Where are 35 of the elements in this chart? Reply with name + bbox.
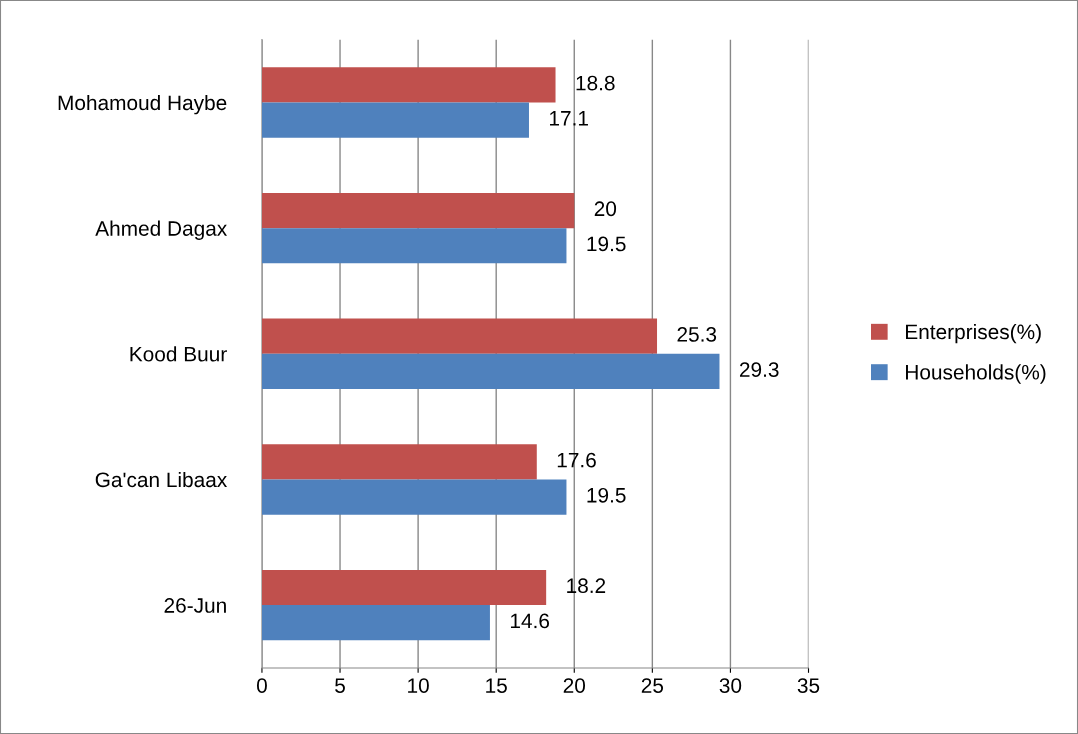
y-tick-label: Kood Buur	[130, 346, 227, 362]
x-tick-label: 15	[486, 678, 507, 693]
x-tick-label: 25	[641, 678, 664, 693]
x-tick-label: 30	[719, 678, 742, 693]
x-tick-label: 20	[563, 678, 586, 693]
data-label: 19.5	[587, 487, 626, 503]
data-label: 20	[594, 201, 617, 217]
x-tick-label: 10	[408, 678, 429, 693]
bar	[261, 102, 529, 138]
x-tick-label: 0	[256, 678, 267, 693]
y-tick-label: 26-Jun	[164, 598, 226, 613]
data-label: 14.6	[510, 613, 550, 629]
bar	[261, 605, 490, 641]
data-label: 25.3	[677, 327, 717, 342]
y-tick-label: Mohamoud Haybe	[58, 94, 227, 115]
x-tick-label: 35	[797, 678, 820, 693]
bar	[261, 228, 567, 264]
bar	[261, 67, 556, 103]
y-tick-label: Ahmed Dagax	[95, 220, 228, 240]
bar	[261, 569, 547, 606]
legend-label: Households(%)	[906, 364, 1046, 384]
bar	[261, 318, 658, 354]
data-label: 18.8	[576, 75, 615, 91]
data-label: 17.1	[550, 111, 588, 126]
legend-label: Enterprises(%)	[906, 323, 1041, 344]
x-tick-label: 5	[335, 678, 345, 693]
bar	[261, 192, 575, 229]
data-label: 29.3	[739, 362, 779, 377]
bar	[261, 353, 720, 389]
data-label: 17.6	[557, 452, 596, 468]
bar	[261, 479, 567, 515]
data-label: 18.2	[567, 578, 606, 594]
bar	[261, 444, 537, 480]
y-tick-label: Ga'can Libaax	[95, 471, 228, 488]
data-label: 19.5	[587, 236, 626, 252]
